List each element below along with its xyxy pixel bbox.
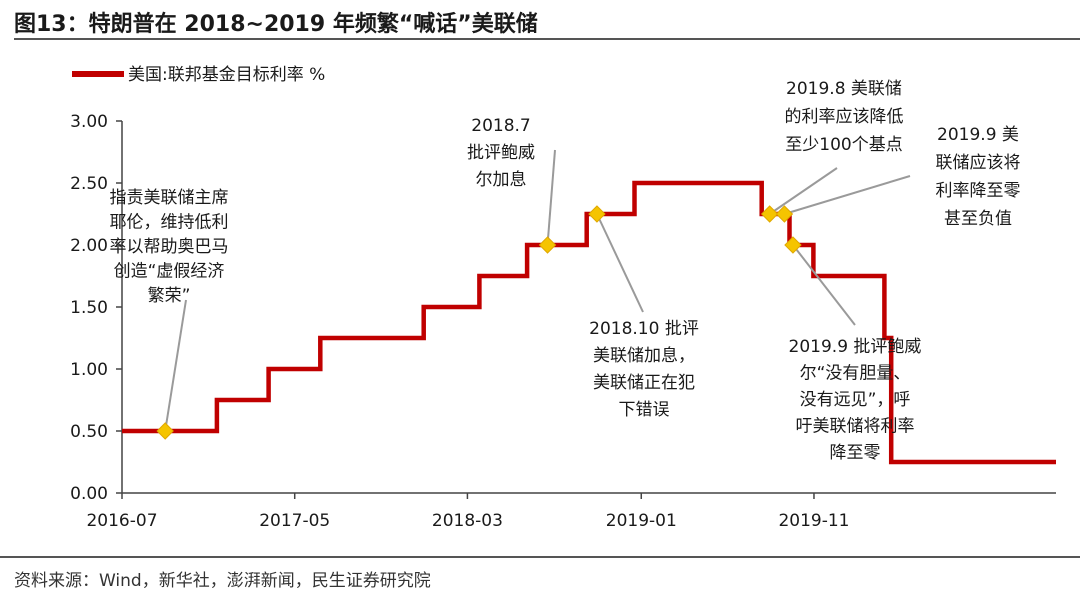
source-rule — [0, 556, 1080, 558]
y-tick-label: 2.50 — [70, 174, 108, 194]
legend-label: 美国:联邦基金目标利率 % — [128, 65, 325, 85]
annotation-leader — [769, 167, 838, 215]
annotation-text: 2019.9 批评鲍威 — [789, 337, 922, 357]
annotation-text: 繁荣” — [148, 286, 191, 306]
annotation-text: 指责美联储主席 — [110, 188, 229, 208]
y-tick-label: 2.00 — [70, 236, 108, 256]
series-line-fed-funds-rate — [122, 180, 1056, 465]
source-note: 资料来源：Wind，新华社，澎湃新闻，民生证券研究院 — [14, 571, 431, 591]
annotation-text: 尔加息 — [476, 170, 527, 190]
x-tick-label: 2016-07 — [86, 511, 157, 531]
annotation-leader — [792, 244, 856, 326]
y-tick-label: 1.50 — [70, 298, 108, 318]
annotation-text: 2019.8 美联储 — [786, 79, 902, 99]
annotation-text: 2019.9 美 — [937, 125, 1019, 145]
annotation-text: 下错误 — [619, 400, 670, 420]
annotation-text: 没有远见”，呼 — [800, 390, 911, 410]
x-tick-label: 2019-11 — [778, 511, 849, 531]
annotation-text: 的利率应该降低 — [785, 107, 904, 127]
y-tick-label: 0.00 — [70, 484, 108, 504]
event-marker — [156, 422, 174, 440]
event-marker — [588, 205, 606, 223]
event-marker — [775, 205, 794, 223]
event-marker — [784, 236, 802, 254]
x-tick-label: 2019-01 — [606, 511, 677, 531]
annotation-text: 2018.7 — [471, 116, 530, 136]
annotation-text: 2018.10 批评 — [589, 319, 699, 339]
annotation-text: 美联储正在犯 — [593, 373, 695, 393]
annotation-text: 批评鲍威 — [467, 143, 535, 163]
annotation-text: 利率降至零 — [936, 181, 1021, 201]
annotation-leader — [546, 149, 556, 246]
annotation-text: 创造“虚假经济 — [114, 262, 225, 282]
y-tick-label: 0.50 — [70, 422, 108, 442]
annotation-text: 联储应该将 — [936, 153, 1021, 173]
x-tick-label: 2017-05 — [259, 511, 330, 531]
annotation-text: 美联储加息， — [593, 346, 695, 366]
annotation-leader — [164, 299, 187, 432]
annotation-text: 耶伦，维持低利 — [110, 213, 229, 233]
annotation-leader — [596, 213, 644, 313]
annotation-text: 甚至负值 — [944, 209, 1012, 229]
y-tick-label: 3.00 — [70, 112, 108, 132]
annotation-leader — [784, 175, 911, 215]
title-rule — [14, 38, 1080, 40]
event-marker — [760, 205, 779, 223]
event-marker — [538, 236, 557, 254]
annotation-text: 吁美联储将利率 — [796, 417, 915, 437]
annotation-text: 降至零 — [830, 443, 881, 463]
figure-title: 图13：特朗普在 2018~2019 年频繁“喊话”美联储 — [14, 12, 538, 37]
y-tick-label: 1.00 — [70, 360, 108, 380]
x-tick-label: 2018-03 — [432, 511, 503, 531]
annotation-text: 率以帮助奥巴马 — [110, 237, 229, 257]
annotation-text: 尔“没有胆量、 — [800, 364, 911, 384]
annotation-text: 至少100个基点 — [785, 135, 902, 155]
